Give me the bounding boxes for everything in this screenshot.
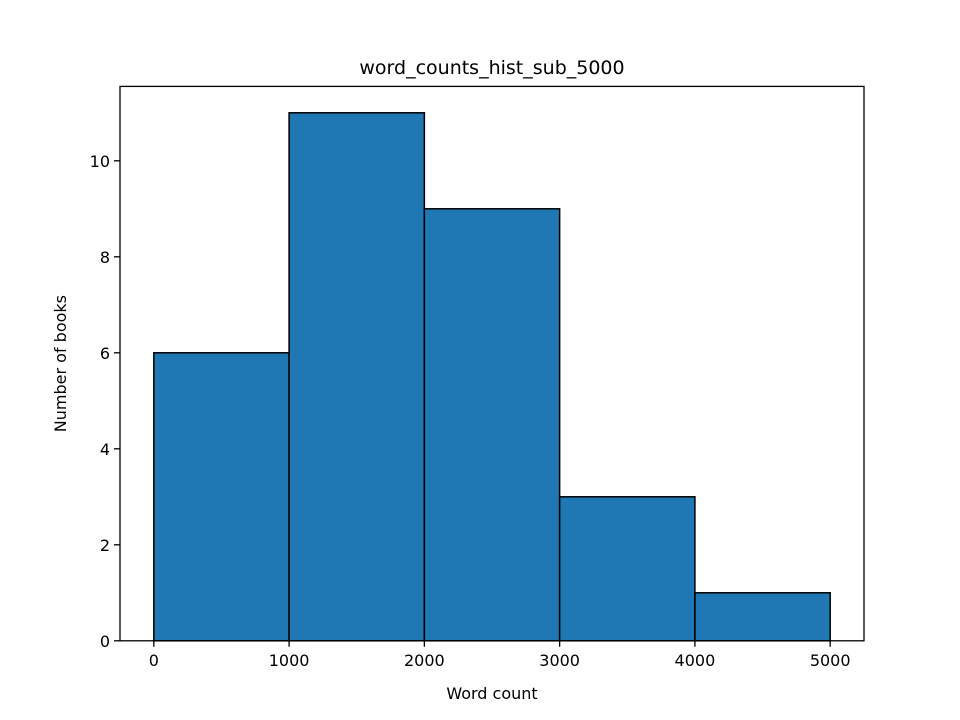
histogram-bar-0 [153, 352, 290, 642]
histogram-bar-3 [558, 496, 696, 642]
x-tick-label-0: 0 [149, 651, 159, 670]
bars-group [153, 112, 831, 642]
histogram-bar-2 [423, 208, 561, 642]
y-tick-label-0: 0 [100, 632, 110, 651]
chart-title: word_counts_hist_sub_5000 [359, 57, 624, 79]
x-tick-label-3: 3000 [539, 651, 580, 670]
axes-frame [119, 85, 865, 642]
x-tick-label-5: 5000 [810, 651, 851, 670]
histogram-bar-4 [694, 592, 831, 642]
y-tick-label-2: 4 [100, 440, 110, 459]
x-axis-label: Word count [446, 684, 537, 703]
y-axis-label: Number of books [51, 295, 70, 432]
histogram-bar-1 [288, 112, 426, 642]
x-axis-ticks: 0 1000 2000 3000 4000 5000 [149, 640, 851, 670]
y-tick-label-4: 8 [100, 248, 110, 267]
x-tick-label-1: 1000 [269, 651, 310, 670]
y-tick-label-3: 6 [100, 344, 110, 363]
x-tick-label-4: 4000 [675, 651, 716, 670]
x-tick-label-2: 2000 [404, 651, 445, 670]
y-tick-label-5: 10 [90, 152, 110, 171]
y-axis-ticks: 0 2 4 6 8 10 [90, 152, 120, 651]
y-tick-label-1: 2 [100, 536, 110, 555]
